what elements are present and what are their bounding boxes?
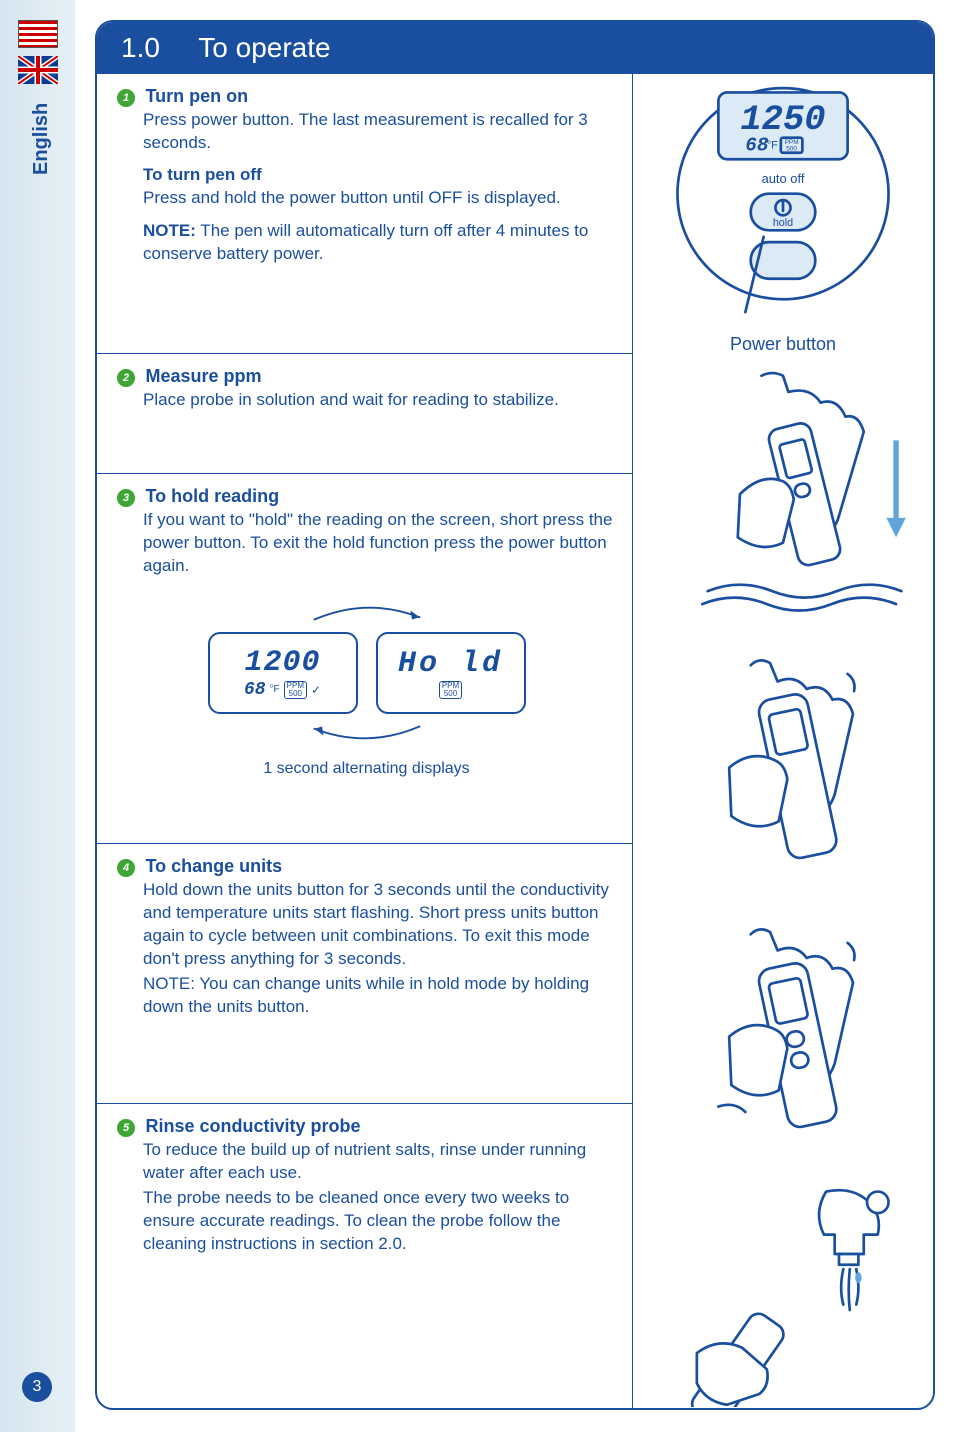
step-2: 2 Measure ppm Place probe in solution an… (97, 354, 632, 474)
svg-text:°F: °F (767, 139, 778, 151)
step-note: NOTE: The pen will automatically turn of… (117, 220, 616, 266)
lcd-main-value: 1200 (244, 646, 320, 680)
flag-us-icon (18, 20, 58, 48)
lcd-reading: 1200 68 °F PPM500 ✓ (208, 632, 358, 714)
lcd-hold-text: Ho ld (398, 647, 503, 681)
lcd-hold: Ho ld PPM500 (376, 632, 526, 714)
section-title: To operate (198, 32, 330, 63)
sidebar: English 3 (0, 0, 75, 1432)
svg-text:hold: hold (773, 217, 793, 229)
step-1: 1 Turn pen on Press power button. The la… (97, 74, 632, 354)
note-text: The pen will automatically turn off afte… (143, 221, 588, 263)
step-title: To hold reading (145, 486, 279, 506)
lcd-temp-unit: °F (270, 684, 280, 695)
page-number: 3 (22, 1372, 52, 1402)
rinse-tap-icon (643, 1170, 923, 1407)
step-subtitle: To turn pen off (117, 165, 616, 185)
device-closeup-icon: 1250 68 °F PPM 500 auto off hold (643, 86, 923, 334)
illustration-column: 1250 68 °F PPM 500 auto off hold Power b… (633, 74, 933, 1408)
hold-caption: 1 second alternating displays (263, 760, 469, 778)
lcd-ppm-badge: PPM500 (284, 681, 307, 699)
language-label: English (30, 103, 53, 175)
illus-hold (643, 633, 923, 891)
illus-device-closeup: 1250 68 °F PPM 500 auto off hold Power b… (643, 86, 923, 355)
step-number-badge: 5 (117, 1119, 135, 1137)
step-number-badge: 2 (117, 369, 135, 387)
arrow-bottom-icon (292, 720, 442, 748)
illus-measure (643, 365, 923, 623)
flag-uk-icon (18, 56, 58, 84)
check-icon: ✓ (311, 683, 321, 697)
svg-text:auto off: auto off (762, 171, 805, 186)
step-title: Rinse conductivity probe (145, 1116, 360, 1136)
step-body: Place probe in solution and wait for rea… (117, 389, 616, 412)
lcd-temp: 68 (244, 680, 266, 700)
step-body: The probe needs to be cleaned once every… (117, 1187, 616, 1256)
hand-units-icon (643, 902, 923, 1160)
arrow-top-icon (292, 598, 442, 626)
svg-text:500: 500 (786, 146, 797, 153)
step-body: Press power button. The last measurement… (117, 109, 616, 155)
step-title: Measure ppm (145, 366, 261, 386)
step-4: 4 To change units Hold down the units bu… (97, 844, 632, 1104)
illus-rinse (643, 1170, 923, 1407)
step-title: To change units (145, 856, 282, 876)
step-3: 3 To hold reading If you want to "hold" … (97, 474, 632, 844)
section-number: 1.0 (121, 32, 191, 64)
hand-probe-solution-icon (643, 365, 923, 623)
step-body: NOTE: You can change units while in hold… (117, 973, 616, 1019)
illus-units (643, 902, 923, 1160)
step-body: If you want to "hold" the reading on the… (117, 509, 616, 578)
step-number-badge: 4 (117, 859, 135, 877)
step-body: To reduce the build up of nutrient salts… (117, 1139, 616, 1185)
lcd-ppm-badge: PPM500 (439, 681, 462, 699)
steps-column: 1 Turn pen on Press power button. The la… (97, 74, 633, 1408)
main-panel: 1.0 To operate 1 Turn pen on Press power… (95, 20, 935, 1410)
step-title: Turn pen on (145, 86, 248, 106)
step-body: Hold down the units button for 3 seconds… (117, 879, 616, 971)
step-body: Press and hold the power button until OF… (117, 187, 616, 210)
note-label: NOTE: (143, 221, 196, 240)
step-number-badge: 3 (117, 489, 135, 507)
step-5: 5 Rinse conductivity probe To reduce the… (97, 1104, 632, 1324)
hold-diagram: 1200 68 °F PPM500 ✓ Ho ld (117, 598, 616, 778)
section-title-bar: 1.0 To operate (97, 22, 933, 74)
svg-text:68: 68 (745, 135, 769, 157)
step-number-badge: 1 (117, 89, 135, 107)
hand-hold-icon (643, 633, 923, 891)
power-button-caption: Power button (730, 334, 836, 355)
